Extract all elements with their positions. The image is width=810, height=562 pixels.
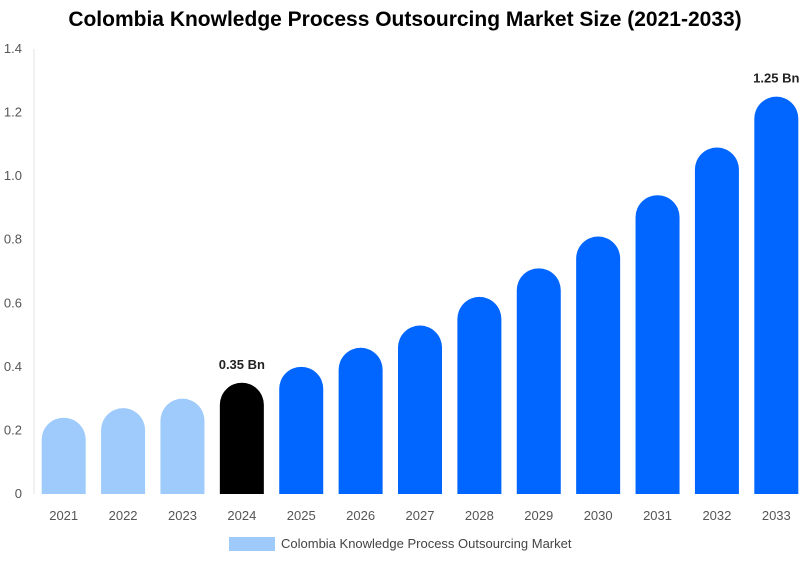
x-tick-label: 2029	[524, 508, 553, 523]
legend: Colombia Knowledge Process Outsourcing M…	[229, 536, 571, 551]
x-tick-label: 2030	[584, 508, 613, 523]
y-tick-label: 1.0	[4, 168, 22, 183]
x-tick-label: 2033	[762, 508, 791, 523]
y-tick-label: 0.4	[4, 359, 22, 374]
y-tick-label: 1.2	[4, 105, 22, 120]
bar-2026	[338, 347, 383, 494]
x-tick-label: 2023	[168, 508, 197, 523]
bar-2028	[457, 296, 502, 494]
y-tick-label: 0.2	[4, 422, 22, 437]
bar-2027	[398, 325, 442, 494]
bars-group	[41, 96, 799, 495]
bar-2021	[41, 417, 86, 494]
x-tick-label: 2027	[406, 508, 435, 523]
y-axis: 0 0.2 0.4 0.6 0.8 1.0 1.2 1.4	[4, 41, 35, 501]
bar-2033	[754, 96, 799, 494]
legend-swatch	[229, 536, 275, 551]
x-tick-label: 2021	[49, 508, 78, 523]
y-tick-label: 0	[15, 486, 22, 501]
bar-2023	[160, 398, 205, 494]
y-tick-label: 0.6	[4, 295, 22, 310]
x-tick-label: 2022	[109, 508, 138, 523]
bar-2022	[101, 408, 146, 494]
x-tick-label: 2025	[287, 508, 316, 523]
chart-title: Colombia Knowledge Process Outsourcing M…	[68, 8, 742, 31]
y-tick-label: 1.4	[4, 41, 22, 56]
x-tick-label: 2024	[227, 508, 256, 523]
bar-2031	[635, 195, 680, 494]
data-labels: 0.35 Bn 1.25 Bn	[219, 71, 800, 372]
x-tick-label: 2028	[465, 508, 494, 523]
x-tick-label: 2031	[643, 508, 672, 523]
bar-2029	[516, 268, 561, 494]
x-axis: 2021 2022 2023 2024 2025 2026 2027 2028 2029 2030…	[49, 508, 791, 523]
legend-label: Colombia Knowledge Process Outsourcing M…	[281, 536, 572, 551]
y-tick-label: 0.8	[4, 232, 22, 247]
bar-2025	[279, 366, 324, 494]
x-tick-label: 2032	[702, 508, 731, 523]
bar-2032	[694, 147, 739, 495]
data-label-2024: 0.35 Bn	[219, 357, 265, 372]
x-tick-label: 2026	[346, 508, 375, 523]
bar-2024	[219, 382, 264, 494]
data-label-2033: 1.25 Bn	[753, 71, 799, 86]
bar-2030	[576, 236, 621, 494]
